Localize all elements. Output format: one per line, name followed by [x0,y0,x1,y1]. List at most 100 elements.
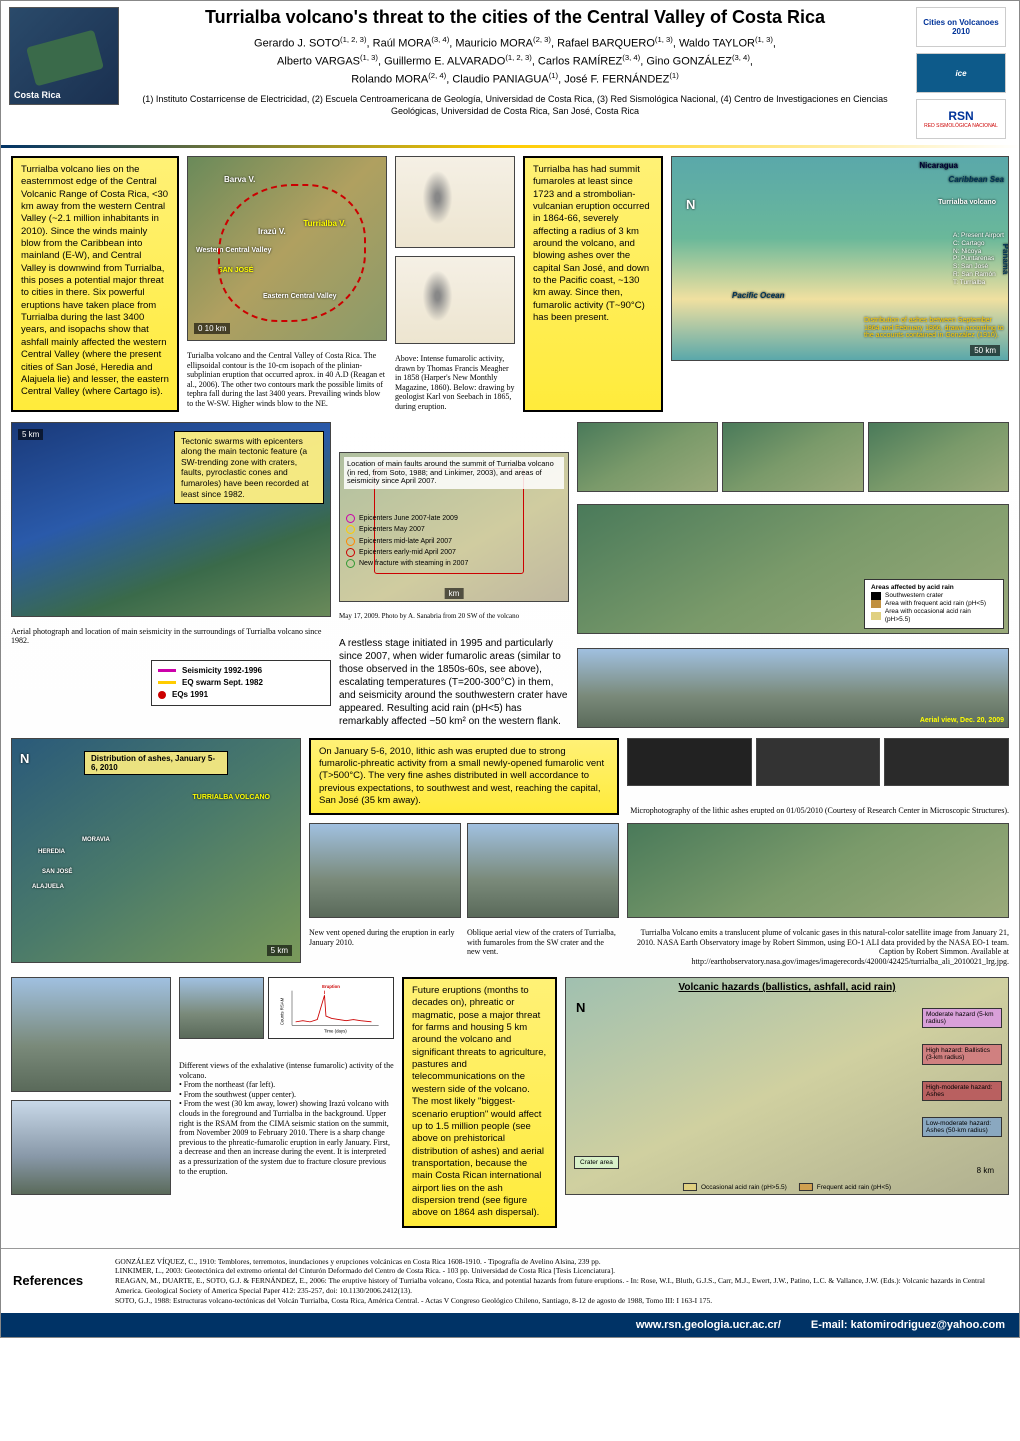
fig-faults-map: Location of main faults around the summi… [339,452,569,602]
logo-rsn-sub: RED SISMOLÓGICA NACIONAL [924,123,998,129]
dl-sj: SAN JOSÉ [42,869,72,875]
caption-cv-map: Turialba volcano and the Central Valley … [187,351,387,409]
label-caribbean: Caribbean Sea [948,175,1004,184]
fig-costa-rica-map: Nicaragua Caribbean Sea Pacific Ocean Tu… [671,156,1009,361]
col-rsam: Eruption Counts RSAM Time (days) Differe… [179,977,394,1228]
col-dist-2010: Distribution of ashes, January 5-6, 2010… [11,738,301,968]
label-turrialba: Turrialba V. [303,219,346,228]
fig-sat-thumb-a [577,422,718,492]
references-title: References [13,1273,103,1290]
rsam-svg: Eruption Counts RSAM Time (days) [273,982,389,1034]
col-restless: Location of main faults around the summi… [339,422,569,728]
caption-views-rsam: Different views of the exhalative (inten… [179,1061,394,1176]
col-cr-map: Nicaragua Caribbean Sea Pacific Ocean Tu… [671,156,1009,412]
fig-acid-rain-map: Areas affected by acid rain Southwestern… [577,504,1009,634]
header-center: Turrialba volcano's threat to the cities… [119,7,911,118]
caption-new-vent: New vent opened during the eruption in e… [309,928,461,947]
poster-body: Turrialba volcano lies on the easternmos… [1,148,1019,1248]
label-turrialba-cr: Turrialba volcano [938,199,996,206]
fig-sat-thumb-c [868,422,1009,492]
col-view-photos [11,977,171,1228]
fig-view-sw [179,977,264,1039]
fig-view-ne [11,977,171,1092]
hazard-scale: 8 km [973,1165,998,1176]
faults-scale: km [445,588,464,599]
dl-moravia: MORAVIA [82,837,110,843]
crater-label: Crater area [574,1156,619,1169]
col-historic: Above: Intense fumarolic activity, drawn… [395,156,515,412]
fig-seebach-1865 [395,256,515,344]
row-4: Eruption Counts RSAM Time (days) Differe… [11,977,1009,1228]
acid-legend-title: Areas affected by acid rain [871,584,954,591]
caption-oblique: Oblique aerial view of the craters of Tu… [467,928,619,957]
aerial-scale: 5 km [18,429,43,440]
rsam-title: Eruption [322,984,340,989]
fig-new-vent [309,823,461,918]
logo-rsn-text: RSN [924,109,998,123]
fig-micro-thumb-a [627,738,752,786]
fig-sat-thumb-b [722,422,863,492]
dl-alajuela: ALAJUELA [32,884,64,890]
map-key: A: Present Airport C: Cartago N: Nicoya … [953,232,1004,287]
fig-nasa-plume [627,823,1009,918]
north-arrow: N [686,197,695,212]
col-acid-rain: Areas affected by acid rain Southwestern… [577,422,1009,728]
dl-turrialba: TURRIALBA VOLCANO [192,794,270,801]
col-hazard-map: Volcanic hazards (ballistics, ashfall, a… [565,977,1009,1228]
logo-ice: ice [916,53,1006,93]
fig-aerial-seismicity: 5 km Tectonic swarms with epicenters alo… [11,422,331,617]
future-textbox: Future eruptions (months to decades on),… [402,977,557,1228]
label-sj: SAN JOSÉ [218,267,253,274]
label-wcv: Western Central Valley [196,247,271,254]
fig-meagher-1858 [395,156,515,248]
label-ecv: Eastern Central Valley [263,293,337,300]
aerial-overlay-text: Tectonic swarms with epicenters along th… [174,431,324,505]
caption-historic: Above: Intense fumarolic activity, drawn… [395,354,515,412]
fig-view-w [11,1100,171,1195]
label-pacific: Pacific Ocean [732,291,784,300]
row-2: 5 km Tectonic swarms with epicenters alo… [11,422,1009,728]
references-list: GONZÁLEZ VÍQUEZ, C., 1910: Temblores, te… [115,1257,1007,1306]
references-section: References GONZÁLEZ VÍQUEZ, C., 1910: Te… [1,1248,1019,1314]
label-nicaragua: Nicaragua [919,161,958,170]
dist-title: Distribution of ashes, January 5-6, 2010 [84,751,228,775]
header-globe-map: Costa Rica [9,7,119,105]
logo-rsn: RSN RED SISMOLÓGICA NACIONAL [916,99,1006,139]
faults-photo-caption: May 17, 2009. Photo by A. Sanabria from … [339,612,569,620]
scale-cr: 50 km [970,345,1000,356]
fig-central-valley-map: Barva V. Turrialba V. Irazú V. Western C… [187,156,387,341]
col-aerial: 5 km Tectonic swarms with epicenters alo… [11,422,331,728]
fig-oblique-craters [467,823,619,918]
aerial-dec-caption: Aerial view, Dec. 20, 2009 [920,717,1004,724]
fig-aerial-dec2009: Aerial view, Dec. 20, 2009 [577,648,1009,728]
fig-micro-thumb-c [884,738,1009,786]
svg-text:Counts RSAM: Counts RSAM [279,997,284,1025]
footer-email: E-mail: katomirodriguez@yahoo.com [811,1319,1005,1331]
intro-textbox: Turrialba volcano lies on the easternmos… [11,156,179,412]
seismicity-legend: Seismicity 1992-1996EQ swarm Sept. 1982E… [151,660,331,706]
caption-aerial: Aerial photograph and location of main s… [11,627,331,646]
label-irazu: Irazú V. [258,227,286,236]
poster-root: Costa Rica Turrialba volcano's threat to… [0,0,1020,1338]
poster-header: Costa Rica Turrialba volcano's threat to… [1,1,1019,148]
scale-cv: 0 10 km [194,323,230,334]
fig-micro-thumb-b [756,738,881,786]
fig-rsam-chart: Eruption Counts RSAM Time (days) [268,977,394,1039]
poster-title: Turrialba volcano's threat to the cities… [129,7,901,28]
author-list: Gerardo J. SOTO(1, 2, 3), Raúl MORA(3, 4… [129,34,901,88]
svg-text:Time (days): Time (days) [324,1028,347,1033]
caption-plume: Turrialba Volcano emits a translucent pl… [627,928,1009,966]
fig-ash-dist-2010: Distribution of ashes, January 5-6, 2010… [11,738,301,963]
label-barva: Barva V. [224,175,255,184]
dist-caption-cr: Distribution of ashes between September … [864,317,1004,340]
history-textbox: Turrialba has had summit fumaroles at le… [523,156,663,412]
fig-hazard-map: Volcanic hazards (ballistics, ashfall, a… [565,977,1009,1195]
affiliations: (1) Instituto Costarricense de Electrici… [129,94,901,117]
dl-heredia: HEREDIA [38,849,65,855]
jan-textbox: On January 5-6, 2010, lithic ash was eru… [309,738,619,816]
row-1: Turrialba volcano lies on the easternmos… [11,156,1009,412]
footer-url: www.rsn.geologia.ucr.ac.cr/ [636,1319,781,1331]
row-3: Distribution of ashes, January 5-6, 2010… [11,738,1009,968]
header-logos: Cities on Volcanoes 2010 ice RSN RED SIS… [911,7,1011,139]
acid-legend: Areas affected by acid rain Southwestern… [864,579,1004,628]
